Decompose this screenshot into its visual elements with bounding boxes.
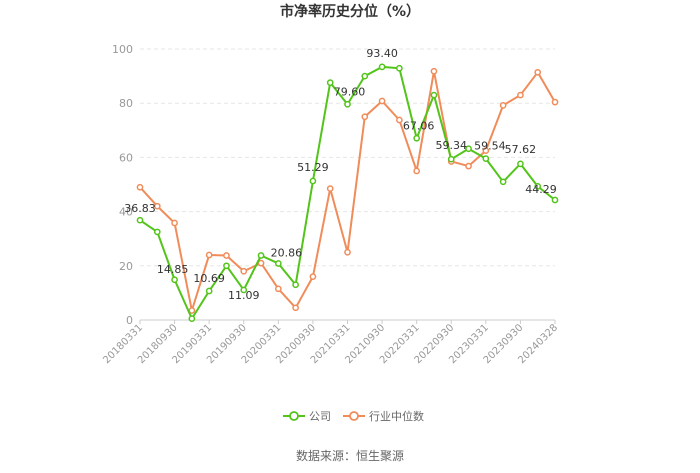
data-label: 36.83 — [124, 202, 156, 215]
y-tick-label: 40 — [119, 206, 133, 219]
data-point — [274, 285, 282, 293]
legend-label: 公司 — [309, 410, 331, 423]
data-label: 57.62 — [505, 143, 537, 156]
data-point — [361, 72, 369, 80]
data-point — [534, 68, 542, 76]
data-point — [482, 155, 490, 162]
data-point — [136, 216, 144, 224]
y-tick-label: 100 — [112, 43, 133, 56]
data-point — [517, 91, 524, 99]
data-label: 51.29 — [297, 161, 329, 174]
data-label: 11.09 — [228, 289, 260, 302]
legend-item-0[interactable]: 公司 — [283, 410, 331, 423]
data-point — [240, 286, 248, 294]
data-point — [517, 160, 524, 168]
data-point — [205, 287, 213, 295]
y-tick-label: 0 — [126, 314, 133, 327]
data-point — [551, 98, 559, 106]
data-point — [171, 219, 178, 227]
data-point — [430, 67, 438, 75]
data-point — [344, 100, 351, 108]
data-point — [499, 102, 507, 109]
data-point — [153, 202, 161, 210]
data-point — [430, 91, 438, 99]
data-point — [326, 79, 334, 86]
data-label: 79.60 — [334, 85, 366, 98]
legend[interactable]: 公司 行业中位数 — [283, 409, 424, 423]
data-point — [396, 64, 403, 72]
y-tick-label: 80 — [119, 97, 133, 110]
data-point — [223, 252, 230, 259]
data-point — [534, 183, 542, 190]
data-point — [378, 97, 386, 105]
data-point — [257, 252, 265, 259]
data-label: 20.86 — [271, 246, 303, 259]
chart-title: 市净率历史分位（%） — [280, 3, 420, 20]
data-point — [413, 167, 421, 175]
data-point — [361, 113, 369, 121]
data-point — [274, 260, 282, 267]
y-tick-label: 20 — [119, 260, 133, 273]
series-layer — [136, 63, 559, 322]
y-tick-label: 60 — [119, 151, 133, 164]
data-point — [309, 177, 317, 185]
data-point — [188, 315, 196, 322]
data-source: 数据来源：恒生聚源 — [296, 448, 404, 463]
x-axis: 2018033120180930201903312019093020200331… — [101, 320, 560, 366]
data-point — [344, 248, 351, 256]
data-label: 59.54 — [474, 140, 506, 153]
data-label: 44.29 — [525, 183, 557, 196]
data-label: 59.34 — [436, 139, 468, 152]
data-point — [551, 196, 559, 204]
data-point — [136, 183, 144, 191]
data-point — [257, 259, 265, 267]
data-point — [447, 155, 455, 163]
data-point — [396, 116, 403, 124]
data-point — [292, 281, 299, 289]
data-point — [153, 228, 161, 236]
data-point — [223, 262, 230, 270]
data-point — [171, 276, 178, 284]
data-point — [499, 178, 507, 186]
data-point — [413, 134, 421, 142]
data-label: 93.40 — [366, 47, 398, 60]
data-point — [240, 267, 248, 275]
data-point — [205, 251, 213, 259]
data-point — [465, 145, 472, 153]
data-label: 14.85 — [157, 263, 189, 276]
data-point — [482, 147, 490, 154]
data-point — [465, 162, 472, 170]
legend-item-1[interactable]: 行业中位数 — [343, 409, 424, 423]
data-point — [309, 273, 317, 280]
legend-swatch-marker — [349, 411, 359, 421]
data-label: 10.69 — [193, 272, 225, 285]
legend-label: 行业中位数 — [369, 409, 424, 423]
y-axis: 0 20 40 60 80 100 — [112, 43, 133, 327]
data-point — [292, 304, 299, 312]
data-point — [378, 63, 386, 71]
data-point — [326, 185, 334, 192]
legend-swatch-marker — [289, 411, 299, 421]
data-label: 67.06 — [403, 119, 435, 132]
